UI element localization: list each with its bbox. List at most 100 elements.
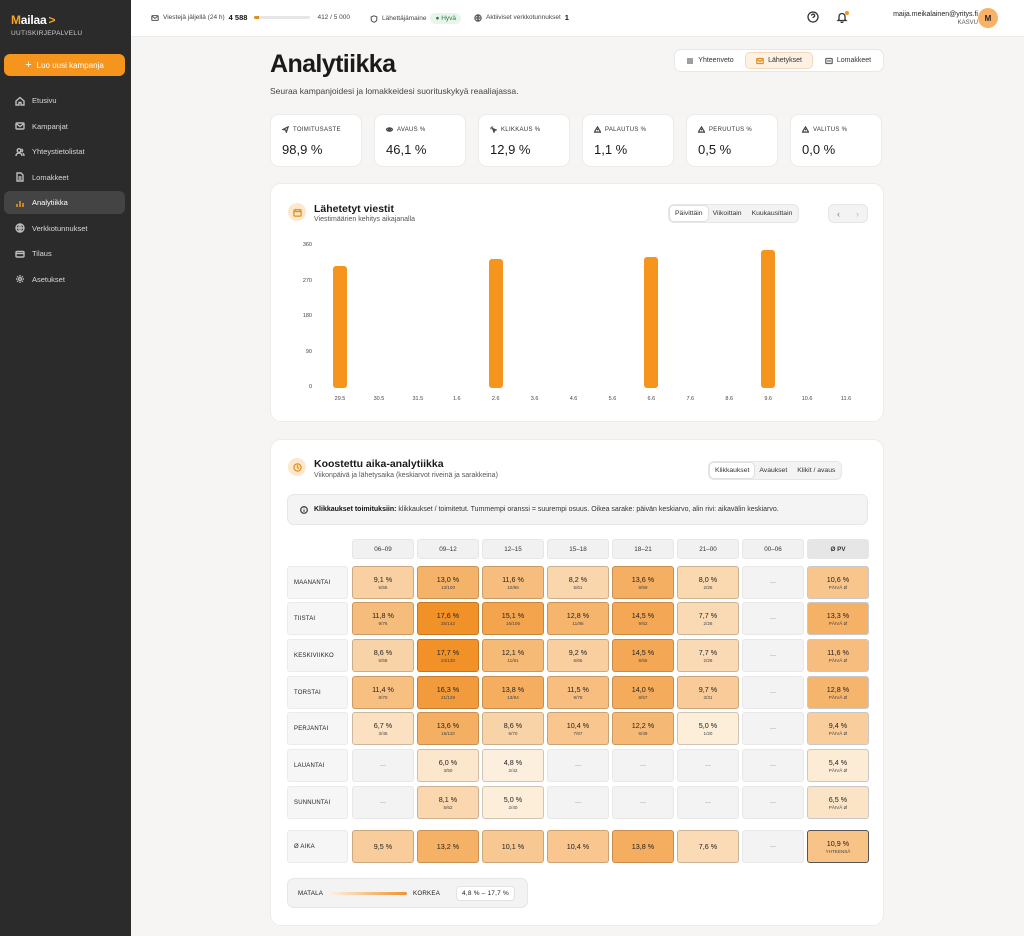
app-tagline: UUTISKIRJEPALVELU (11, 30, 83, 37)
heatmap-cell[interactable]: 10,1 % (482, 830, 544, 863)
heatmap-cell[interactable]: — (547, 749, 609, 782)
chart-bar[interactable] (333, 265, 347, 388)
sidebar-item-tilaus[interactable]: Tilaus (4, 242, 125, 265)
heatmap-cell[interactable]: 13,6 % 15/110 (417, 712, 479, 745)
heatmap-cell[interactable]: — (612, 786, 674, 819)
heatmap-cell[interactable]: — (742, 786, 804, 819)
heatmap-cell[interactable]: 14,5 % 8/55 (612, 639, 674, 672)
heatmap-cell[interactable]: 13,0 % 13/100 (417, 566, 479, 599)
chart-bar[interactable] (644, 257, 659, 388)
app-logo[interactable]: Mailaa > (11, 13, 56, 27)
heatmap-cell[interactable]: 17,6 % 25/142 (417, 602, 479, 635)
heatmap-cell[interactable]: — (352, 749, 414, 782)
heatmap-cell[interactable]: — (742, 676, 804, 709)
heatmap-cell[interactable]: — (352, 786, 414, 819)
chevron-left-icon[interactable]: ‹ (837, 208, 840, 219)
sidebar-item-yhteystietolistat[interactable]: Yhteystietolistat (4, 140, 125, 163)
heatmap-cell[interactable]: 14,5 % 9/62 (612, 602, 674, 635)
notifications-button[interactable] (836, 11, 850, 25)
mode-opens[interactable]: Avaukset (759, 467, 788, 474)
heatmap-cell[interactable]: 9,5 % (352, 830, 414, 863)
chevron-right-icon[interactable]: › (856, 208, 859, 219)
heatmap-cell[interactable]: — (612, 749, 674, 782)
avatar[interactable]: M (978, 8, 998, 28)
user-menu[interactable]: maija.meikalainen@yritys.fi KASVU (893, 11, 978, 26)
heatmap-cell[interactable]: 4,8 % 2/42 (482, 749, 544, 782)
heatmap-cell[interactable]: 10,4 % 7/67 (547, 712, 609, 745)
chart-bar[interactable] (761, 249, 776, 388)
heatmap-cell[interactable]: 9,4 % PÄIVÄ Ø (807, 712, 869, 745)
heatmap-cell[interactable]: — (677, 749, 739, 782)
tab-yhteenveto[interactable]: Yhteenveto (677, 52, 743, 69)
heatmap-cell[interactable]: 10,4 % (547, 830, 609, 863)
heatmap-cell[interactable]: 8,1 % 5/62 (417, 786, 479, 819)
heatmap-cell[interactable]: 17,7 % 23/130 (417, 639, 479, 672)
heatmap-cell[interactable]: 7,6 % (677, 830, 739, 863)
sidebar-item-verkkotunnukset[interactable]: Verkkotunnukset (4, 217, 125, 240)
heatmap-cell[interactable]: 10,9 % YHTEENSÄ (807, 830, 869, 863)
heatmap-cell[interactable]: 6,0 % 3/50 (417, 749, 479, 782)
heatmap-cell[interactable]: 11,6 % PÄIVÄ Ø (807, 639, 869, 672)
heatmap-cell[interactable]: 13,8 % 13/94 (482, 676, 544, 709)
plus-icon: + (25, 59, 32, 71)
heatmap-cell[interactable]: 11,8 % 9/76 (352, 602, 414, 635)
heatmap-cell[interactable]: — (742, 566, 804, 599)
shield-icon (370, 14, 378, 23)
mode-click-per-open[interactable]: Klikit / avaus (797, 467, 836, 474)
heatmap-cell[interactable]: 9,1 % 5/55 (352, 566, 414, 599)
globe-icon (474, 13, 482, 22)
heatmap-cell[interactable]: 6,7 % 3/45 (352, 712, 414, 745)
heatmap-cell[interactable]: — (677, 786, 739, 819)
heatmap-cell[interactable]: 13,6 % 8/59 (612, 566, 674, 599)
heatmap-cell[interactable]: — (742, 712, 804, 745)
heatmap-cell[interactable]: 7,7 % 2/26 (677, 602, 739, 635)
sidebar-item-asetukset[interactable]: Asetukset (4, 268, 125, 291)
sidebar-item-etusivu[interactable]: Etusivu (4, 89, 125, 112)
heatmap-cell[interactable]: 8,6 % 5/58 (352, 639, 414, 672)
heatmap-cell[interactable]: 9,7 % 3/31 (677, 676, 739, 709)
heatmap-cell[interactable]: 5,0 % 2/40 (482, 786, 544, 819)
heatmap-cell[interactable]: 5,0 % 1/20 (677, 712, 739, 745)
heatmap-cell[interactable]: 7,7 % 2/26 (677, 639, 739, 672)
heatmap-cell[interactable]: — (742, 830, 804, 863)
heatmap-cell[interactable]: — (742, 602, 804, 635)
heatmap-cell[interactable]: — (547, 786, 609, 819)
sidebar-item-kampanjat[interactable]: Kampanjat (4, 115, 125, 138)
heatmap-cell[interactable]: 14,0 % 8/57 (612, 676, 674, 709)
new-campaign-button[interactable]: + Luo uusi kampanja (4, 54, 125, 76)
heatmap-cell[interactable]: 13,2 % (417, 830, 479, 863)
period-daily[interactable]: Päivittäin (670, 206, 708, 221)
sidebar-item-lomakkeet[interactable]: Lomakkeet (4, 166, 125, 189)
heatmap-cell[interactable]: 11,5 % 9/78 (547, 676, 609, 709)
heatmap-cell[interactable]: — (742, 639, 804, 672)
heatmap-cell[interactable]: 15,1 % 16/106 (482, 602, 544, 635)
heatmap-cell[interactable]: 13,8 % (612, 830, 674, 863)
help-button[interactable] (807, 11, 821, 25)
heatmap-cell[interactable]: 10,6 % PÄIVÄ Ø (807, 566, 869, 599)
card-subtitle: Viestimäärien kehitys aikajanalla (314, 216, 416, 223)
y-tick-label: 270 (302, 277, 312, 284)
sidebar-item-analytiikka[interactable]: Analytiikka (4, 191, 125, 214)
tab-lahetykset[interactable]: Lähetykset (745, 52, 813, 69)
heatmap-cell[interactable]: 12,1 % 11/91 (482, 639, 544, 672)
heatmap-cell[interactable]: 13,3 % PÄIVÄ Ø (807, 602, 869, 635)
heatmap-cell[interactable]: 16,3 % 21/129 (417, 676, 479, 709)
heatmap-cell[interactable]: — (742, 749, 804, 782)
heatmap-cell[interactable]: 11,6 % 10/86 (482, 566, 544, 599)
period-monthly[interactable]: Kuukausittain (751, 210, 793, 217)
period-weekly[interactable]: Viikoittain (712, 210, 742, 217)
heatmap-cell[interactable]: 12,8 % 11/86 (547, 602, 609, 635)
heatmap-cell[interactable]: 11,4 % 8/70 (352, 676, 414, 709)
heatmap-cell[interactable]: 12,8 % PÄIVÄ Ø (807, 676, 869, 709)
heatmap-cell[interactable]: 6,5 % PÄIVÄ Ø (807, 786, 869, 819)
heatmap-cell[interactable]: 8,2 % 5/61 (547, 566, 609, 599)
tab-lomakkeet[interactable]: Lomakkeet (815, 52, 881, 69)
heatmap-cell[interactable]: 8,0 % 2/25 (677, 566, 739, 599)
heatmap-cell[interactable]: 5,4 % PÄIVÄ Ø (807, 749, 869, 782)
heatmap-cell[interactable]: 8,6 % 6/70 (482, 712, 544, 745)
mode-clicks[interactable]: Klikkaukset (710, 463, 755, 478)
warning-icon (802, 126, 809, 133)
chart-bar[interactable] (488, 259, 503, 388)
heatmap-cell[interactable]: 12,2 % 6/49 (612, 712, 674, 745)
heatmap-cell[interactable]: 9,2 % 6/65 (547, 639, 609, 672)
